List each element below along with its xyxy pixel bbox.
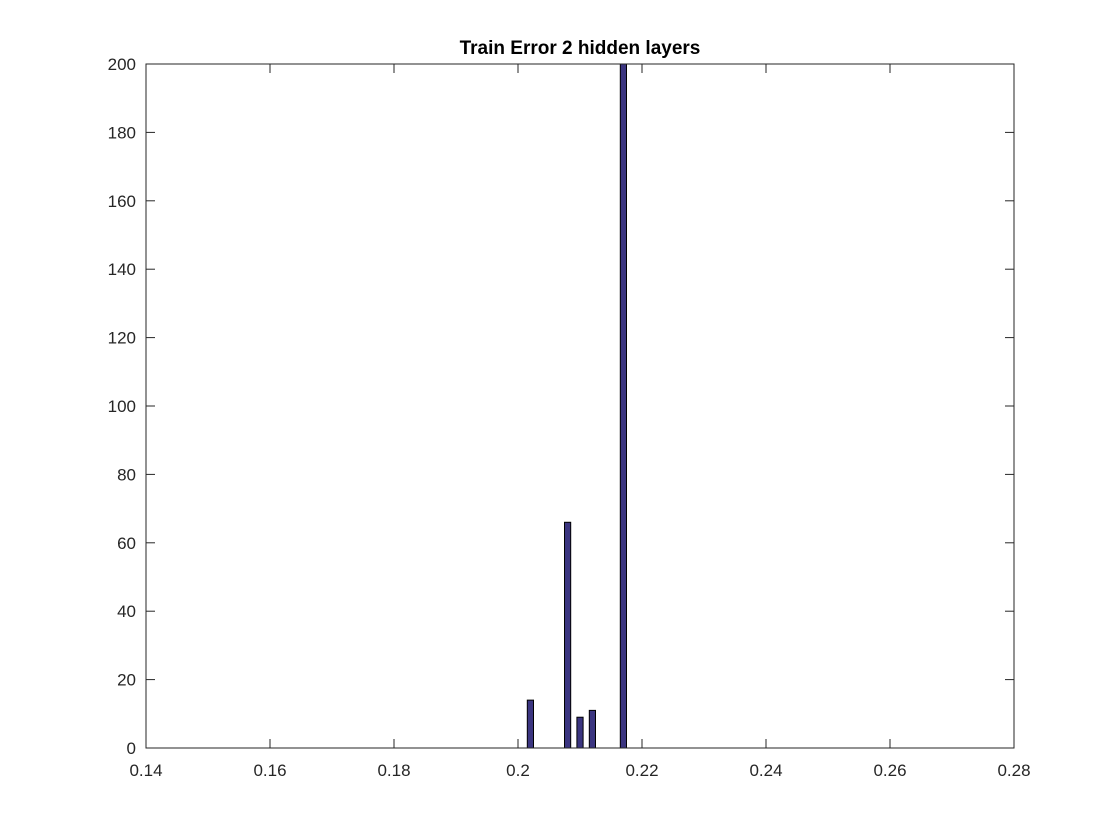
bars-group	[526, 63, 627, 749]
x-tick-label: 0.14	[129, 761, 162, 780]
y-tick-label: 0	[127, 739, 136, 758]
y-tick-label: 200	[108, 55, 136, 74]
x-tick-label: 0.16	[253, 761, 286, 780]
y-tick-label: 160	[108, 192, 136, 211]
histogram-bar	[564, 521, 572, 749]
y-tick-label: 40	[117, 602, 136, 621]
y-tick-label: 120	[108, 329, 136, 348]
x-tick-label: 0.2	[506, 761, 530, 780]
y-tick-label: 180	[108, 123, 136, 142]
histogram-bar	[576, 716, 584, 749]
ticks-group	[145, 63, 1015, 749]
y-tick-label: 140	[108, 260, 136, 279]
axes-box	[145, 63, 1015, 749]
histogram-bar	[526, 699, 534, 749]
y-tick-label: 100	[108, 397, 136, 416]
chart-title: Train Error 2 hidden layers	[460, 38, 701, 59]
histogram-bar	[588, 709, 596, 749]
tick-labels-group: 0.14 0.16 0.18 0.2 0.22 0.24 0.26 0.28 0 20 40 60 80…	[108, 55, 1031, 780]
x-tick-label: 0.26	[873, 761, 906, 780]
x-tick-label: 0.28	[997, 761, 1030, 780]
histogram-bar	[619, 63, 627, 749]
x-tick-label: 0.24	[749, 761, 782, 780]
y-tick-label: 60	[117, 534, 136, 553]
y-tick-label: 80	[117, 465, 136, 484]
y-tick-label: 20	[117, 671, 136, 690]
x-tick-label: 0.22	[625, 761, 658, 780]
x-tick-label: 0.18	[377, 761, 410, 780]
